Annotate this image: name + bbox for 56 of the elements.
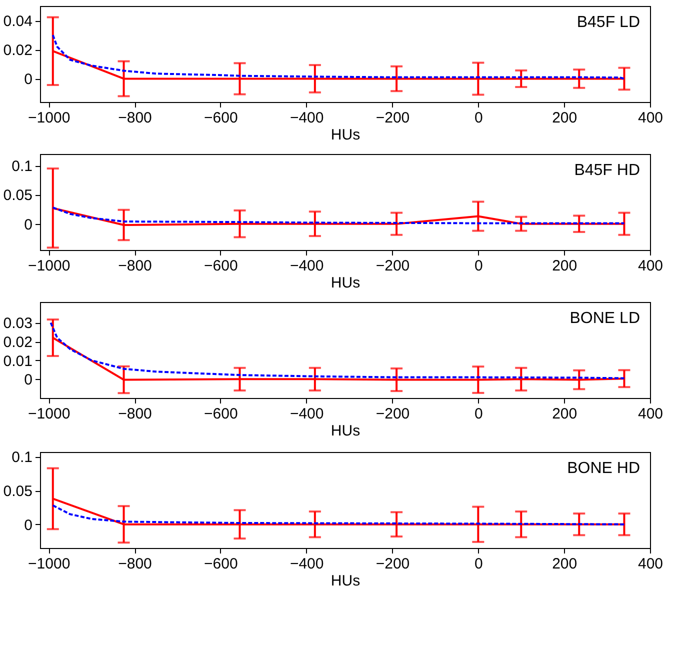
y-tick-label: 0.02 [3, 42, 32, 60]
y-tick-label: 0.03 [3, 315, 32, 332]
x-tick-label: 400 [638, 110, 664, 126]
x-tick-label: 0 [474, 556, 483, 572]
x-tick-label: −400 [290, 110, 324, 126]
chart-title: BONE LD [570, 310, 640, 327]
x-tick-label: −400 [290, 258, 324, 274]
y-tick-label: 0.01 [3, 352, 32, 370]
x-tick-label: −600 [204, 110, 238, 126]
y-tick-label: 0 [24, 71, 32, 88]
x-tick-label: −800 [118, 556, 152, 572]
x-tick-label: 400 [638, 406, 664, 422]
x-tick-label: 0 [474, 110, 483, 126]
x-tick-label: −1000 [28, 406, 70, 422]
x-tick-label: −600 [204, 406, 238, 422]
x-tick-label: −1000 [28, 258, 70, 274]
x-tick-label: 400 [638, 556, 664, 572]
x-tick-label: −800 [118, 258, 152, 274]
line-series [50, 322, 626, 380]
x-tick-label: −400 [290, 406, 324, 422]
x-tick-label: 200 [552, 556, 578, 572]
chart-title: B45F HD [574, 162, 640, 179]
x-tick-label: 200 [552, 258, 578, 274]
x-tick-label: −600 [204, 258, 238, 274]
x-tick-label: −200 [376, 258, 410, 274]
x-tick-label: −800 [118, 406, 152, 422]
y-tick-label: 0.02 [3, 334, 32, 352]
x-tick-label: −200 [376, 406, 410, 422]
y-tick-label: 0 [24, 216, 32, 234]
x-tick-label: −1000 [28, 110, 70, 126]
line-series [52, 504, 626, 526]
chart-title: B45F LD [576, 14, 640, 31]
x-tick-label: 200 [552, 110, 578, 126]
x-tick-label: 200 [552, 406, 578, 422]
y-tick-label: 0 [24, 372, 32, 389]
x-tick-label: −200 [376, 110, 410, 126]
x-axis-title: HUs [330, 422, 360, 440]
line-series [52, 34, 626, 80]
x-tick-label: −1000 [28, 556, 70, 572]
x-tick-label: −800 [118, 110, 152, 126]
x-tick-label: −200 [376, 556, 410, 572]
x-tick-label: −600 [204, 556, 238, 572]
y-tick-label: 0.05 [3, 483, 32, 500]
x-tick-label: 0 [474, 406, 483, 422]
x-tick-label: 0 [474, 258, 483, 274]
y-tick-label: 0.1 [12, 449, 32, 466]
x-axis-title: HUs [330, 572, 360, 590]
x-axis-title: HUs [330, 274, 360, 292]
x-tick-label: 400 [638, 258, 664, 274]
y-tick-label: 0.1 [12, 158, 32, 176]
x-axis-title: HUs [330, 126, 360, 144]
y-tick-label: 0.05 [3, 187, 32, 204]
x-tick-label: −400 [290, 556, 324, 572]
chart-title: BONE HD [567, 460, 640, 477]
y-tick-label: 0 [24, 516, 32, 534]
y-tick-label: 0.04 [3, 13, 32, 30]
